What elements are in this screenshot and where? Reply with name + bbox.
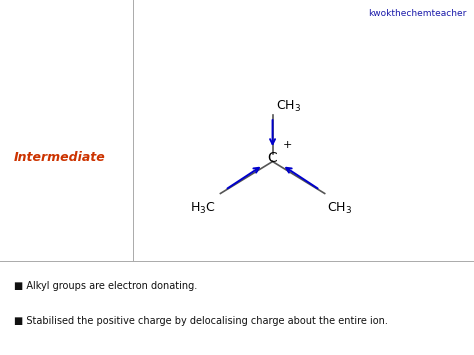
Text: C: C	[268, 151, 277, 165]
Text: H$_3$C: H$_3$C	[190, 201, 216, 216]
Text: kwokthechemteacher: kwokthechemteacher	[368, 9, 467, 18]
Text: ■ Stabilised the positive charge by delocalising charge about the entire ion.: ■ Stabilised the positive charge by delo…	[14, 316, 388, 326]
Text: +: +	[283, 140, 292, 150]
Text: ■ Alkyl groups are electron donating.: ■ Alkyl groups are electron donating.	[14, 281, 198, 291]
Text: CH$_3$: CH$_3$	[327, 201, 352, 216]
Text: Intermediate: Intermediate	[14, 152, 106, 164]
Text: CH$_3$: CH$_3$	[276, 98, 301, 114]
